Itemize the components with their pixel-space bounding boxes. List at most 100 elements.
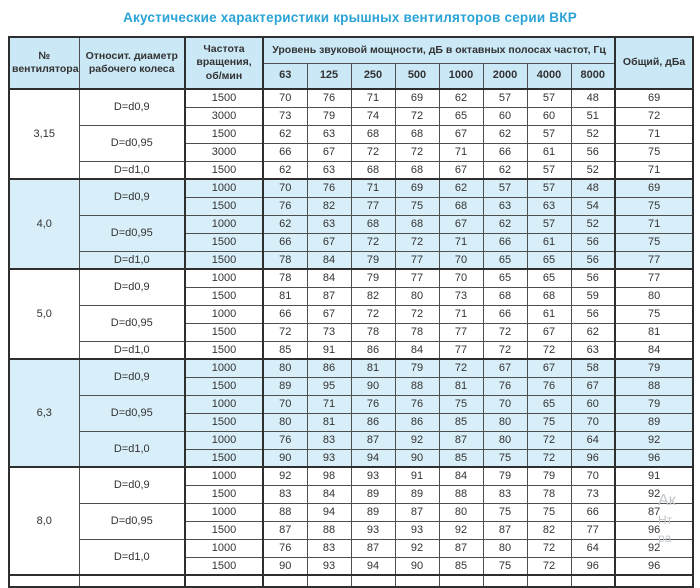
table-cell: 69 (394, 178, 440, 198)
table-cell: 75 (526, 502, 572, 522)
page: { "title": "Акустические характеристики … (0, 6, 700, 588)
table-cell: 83 (262, 484, 308, 504)
table-cell: 86 (350, 340, 396, 360)
table-cell: 65 (438, 106, 484, 126)
rpm-cell: 1000 (184, 214, 264, 234)
header-freq-4000: 4000 (526, 62, 572, 90)
table-cell: 93 (350, 466, 396, 486)
table-cell: 67 (438, 160, 484, 180)
table-cell: 54 (570, 196, 616, 216)
total-dba-cell: 96 (614, 448, 694, 468)
table-cell: 63 (306, 124, 352, 144)
table-cell (394, 574, 440, 588)
table-cell: 82 (306, 196, 352, 216)
table-cell: 89 (350, 502, 396, 522)
table-row: D=d0,95 1000 88 94 89 87 80 75 75 66 87 (9, 502, 694, 540)
table-cell: 48 (570, 88, 616, 108)
table-cell: 68 (394, 160, 440, 180)
total-dba-cell: 77 (614, 250, 694, 270)
rpm-cell: 1500 (184, 556, 264, 576)
total-dba-cell: 75 (614, 196, 694, 216)
table-cell: 71 (350, 178, 396, 198)
table-cell: 68 (482, 286, 528, 306)
table-cell: 79 (350, 268, 396, 288)
table-cell: 60 (526, 106, 572, 126)
total-dba-cell: 84 (614, 340, 694, 360)
table-cell: 68 (526, 286, 572, 306)
table-cell (570, 574, 616, 588)
table-cell: 70 (438, 268, 484, 288)
rpm-cell: 1000 (184, 466, 264, 486)
table-row: 4,0 D=d0,9 1000 70 76 71 69 62 57 57 48 69 (8, 178, 694, 270)
diameter-cell: D=d0,9 (78, 268, 186, 306)
diameter-cell: D=d0,9 (78, 88, 186, 126)
table-cell (526, 574, 572, 588)
table-row: 5,0 D=d0,9 1000 78 84 79 77 70 65 65 56 77 (8, 268, 694, 360)
table-cell: 87 (482, 520, 528, 540)
table-row: 1500 72 73 78 78 77 72 67 62 81 (9, 322, 694, 342)
table-cell: 89 (350, 484, 396, 504)
table-cell: 77 (350, 196, 396, 216)
table-cell: 63 (570, 340, 616, 360)
table-cell: 71 (306, 394, 352, 414)
table-cell: 92 (394, 538, 440, 558)
table-cell: 87 (262, 520, 308, 540)
diameter-cell: D=d0,95 (78, 214, 186, 252)
rpm-cell: 1000 (184, 502, 264, 522)
header-freq-8000: 8000 (570, 62, 616, 90)
table-cell: 93 (394, 520, 440, 540)
table-cell: 72 (394, 106, 440, 126)
table-cell: 95 (306, 376, 352, 396)
table-cell: 90 (394, 556, 440, 576)
table-cell: 67 (526, 322, 572, 342)
table-cell: 89 (262, 376, 308, 396)
total-dba-cell: 92 (614, 430, 694, 450)
table-cell: 85 (438, 412, 484, 432)
table-cell: 62 (438, 88, 484, 108)
table-cell: 65 (526, 268, 572, 288)
table-cell: 67 (306, 142, 352, 162)
table-cell: 62 (482, 124, 528, 144)
table-cell: 72 (482, 340, 528, 360)
table-cell: 80 (262, 358, 308, 378)
header-diameter: Относит. диаметр рабочего колеса (78, 36, 186, 90)
rpm-cell: 1500 (184, 520, 264, 540)
header-freq-1000: 1000 (438, 62, 484, 90)
table-cell: 80 (262, 412, 308, 432)
table-cell: 96 (570, 556, 616, 576)
table-cell: 52 (570, 214, 616, 234)
table-cell (350, 574, 396, 588)
table-cell: 78 (350, 322, 396, 342)
table-cell: 68 (350, 160, 396, 180)
table-row: D=d0,95 1000 66 67 72 72 71 66 61 56 75 (9, 304, 694, 342)
table-cell: 75 (482, 448, 528, 468)
rpm-cell: 1500 (184, 286, 264, 306)
table-cell: 93 (306, 448, 352, 468)
table-cell: 86 (394, 412, 440, 432)
table-cell: 92 (262, 466, 308, 486)
table-cell (438, 574, 484, 588)
table-cell: 83 (482, 484, 528, 504)
table-cell: 98 (306, 466, 352, 486)
table-cell: 96 (570, 448, 616, 468)
table-cell: 67 (306, 232, 352, 252)
header-freq-63: 63 (262, 62, 308, 90)
table-cell: 61 (526, 304, 572, 324)
table-cell: 77 (394, 268, 440, 288)
table-cell: 62 (570, 322, 616, 342)
table-cell: 87 (394, 502, 440, 522)
table-cell: 71 (438, 304, 484, 324)
table-cell: 70 (482, 394, 528, 414)
total-dba-cell: 80 (614, 286, 694, 306)
rpm-cell: 1500 (184, 412, 264, 432)
table-cell: 94 (350, 448, 396, 468)
table-cell: 72 (394, 304, 440, 324)
table-row: D=d1,0 1500 85 91 86 84 77 72 72 63 84 (9, 340, 694, 360)
table-cell: 66 (482, 232, 528, 252)
table-cell: 86 (350, 412, 396, 432)
header-sound-power-group: Уровень звуковой мощности, дБ в октавных… (261, 36, 616, 64)
total-dba-cell: 92 (614, 538, 694, 558)
table-cell: 75 (526, 412, 572, 432)
table-cell: 77 (394, 250, 440, 270)
table-row: D=d1,0 1000 76 83 87 92 87 80 72 64 92 (9, 538, 694, 576)
